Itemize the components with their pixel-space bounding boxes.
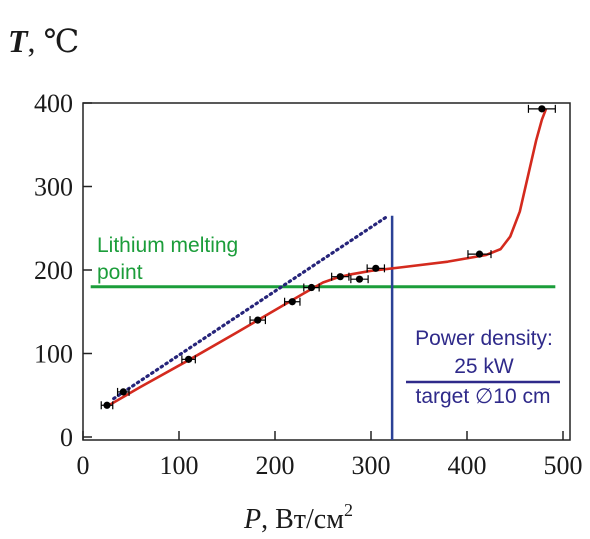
- x-axis-unit: , Вт/см: [261, 504, 344, 535]
- data-point: [528, 105, 555, 113]
- x-tick-label: 500: [544, 451, 583, 480]
- y-tick-label: 100: [34, 340, 73, 369]
- x-tick-label: 400: [448, 451, 487, 480]
- y-axis-title: T, ℃: [8, 23, 79, 59]
- y-tick-label: 400: [34, 89, 73, 118]
- x-axis-symbol: P: [243, 504, 261, 535]
- y-axis-symbol: T: [8, 23, 29, 59]
- melting-point-label: Lithium melting point: [97, 234, 244, 284]
- melting-label-line-2: point: [97, 261, 143, 284]
- data-point: [351, 275, 368, 283]
- y-axis-unit: , ℃: [28, 23, 80, 59]
- x-axis-title: P, Вт/см2: [243, 500, 353, 535]
- power-density-value: 25 kW: [454, 355, 514, 378]
- power-density-target: target ∅10 cm: [415, 385, 550, 408]
- x-tick-label: 200: [256, 451, 295, 480]
- x-tick-label: 100: [160, 451, 199, 480]
- x-ticks: 0 100 200 300 400 500: [77, 431, 583, 480]
- melting-label-line-1: Lithium melting: [97, 234, 238, 257]
- power-density-title: Power density:: [415, 327, 553, 350]
- y-tick-label: 300: [34, 173, 73, 202]
- data-point: [101, 401, 113, 409]
- x-tick-label: 0: [77, 451, 90, 480]
- x-tick-label: 300: [352, 451, 391, 480]
- x-axis-unit-exponent: 2: [344, 500, 353, 520]
- y-tick-label: 200: [34, 256, 73, 285]
- y-tick-label: 0: [60, 423, 73, 452]
